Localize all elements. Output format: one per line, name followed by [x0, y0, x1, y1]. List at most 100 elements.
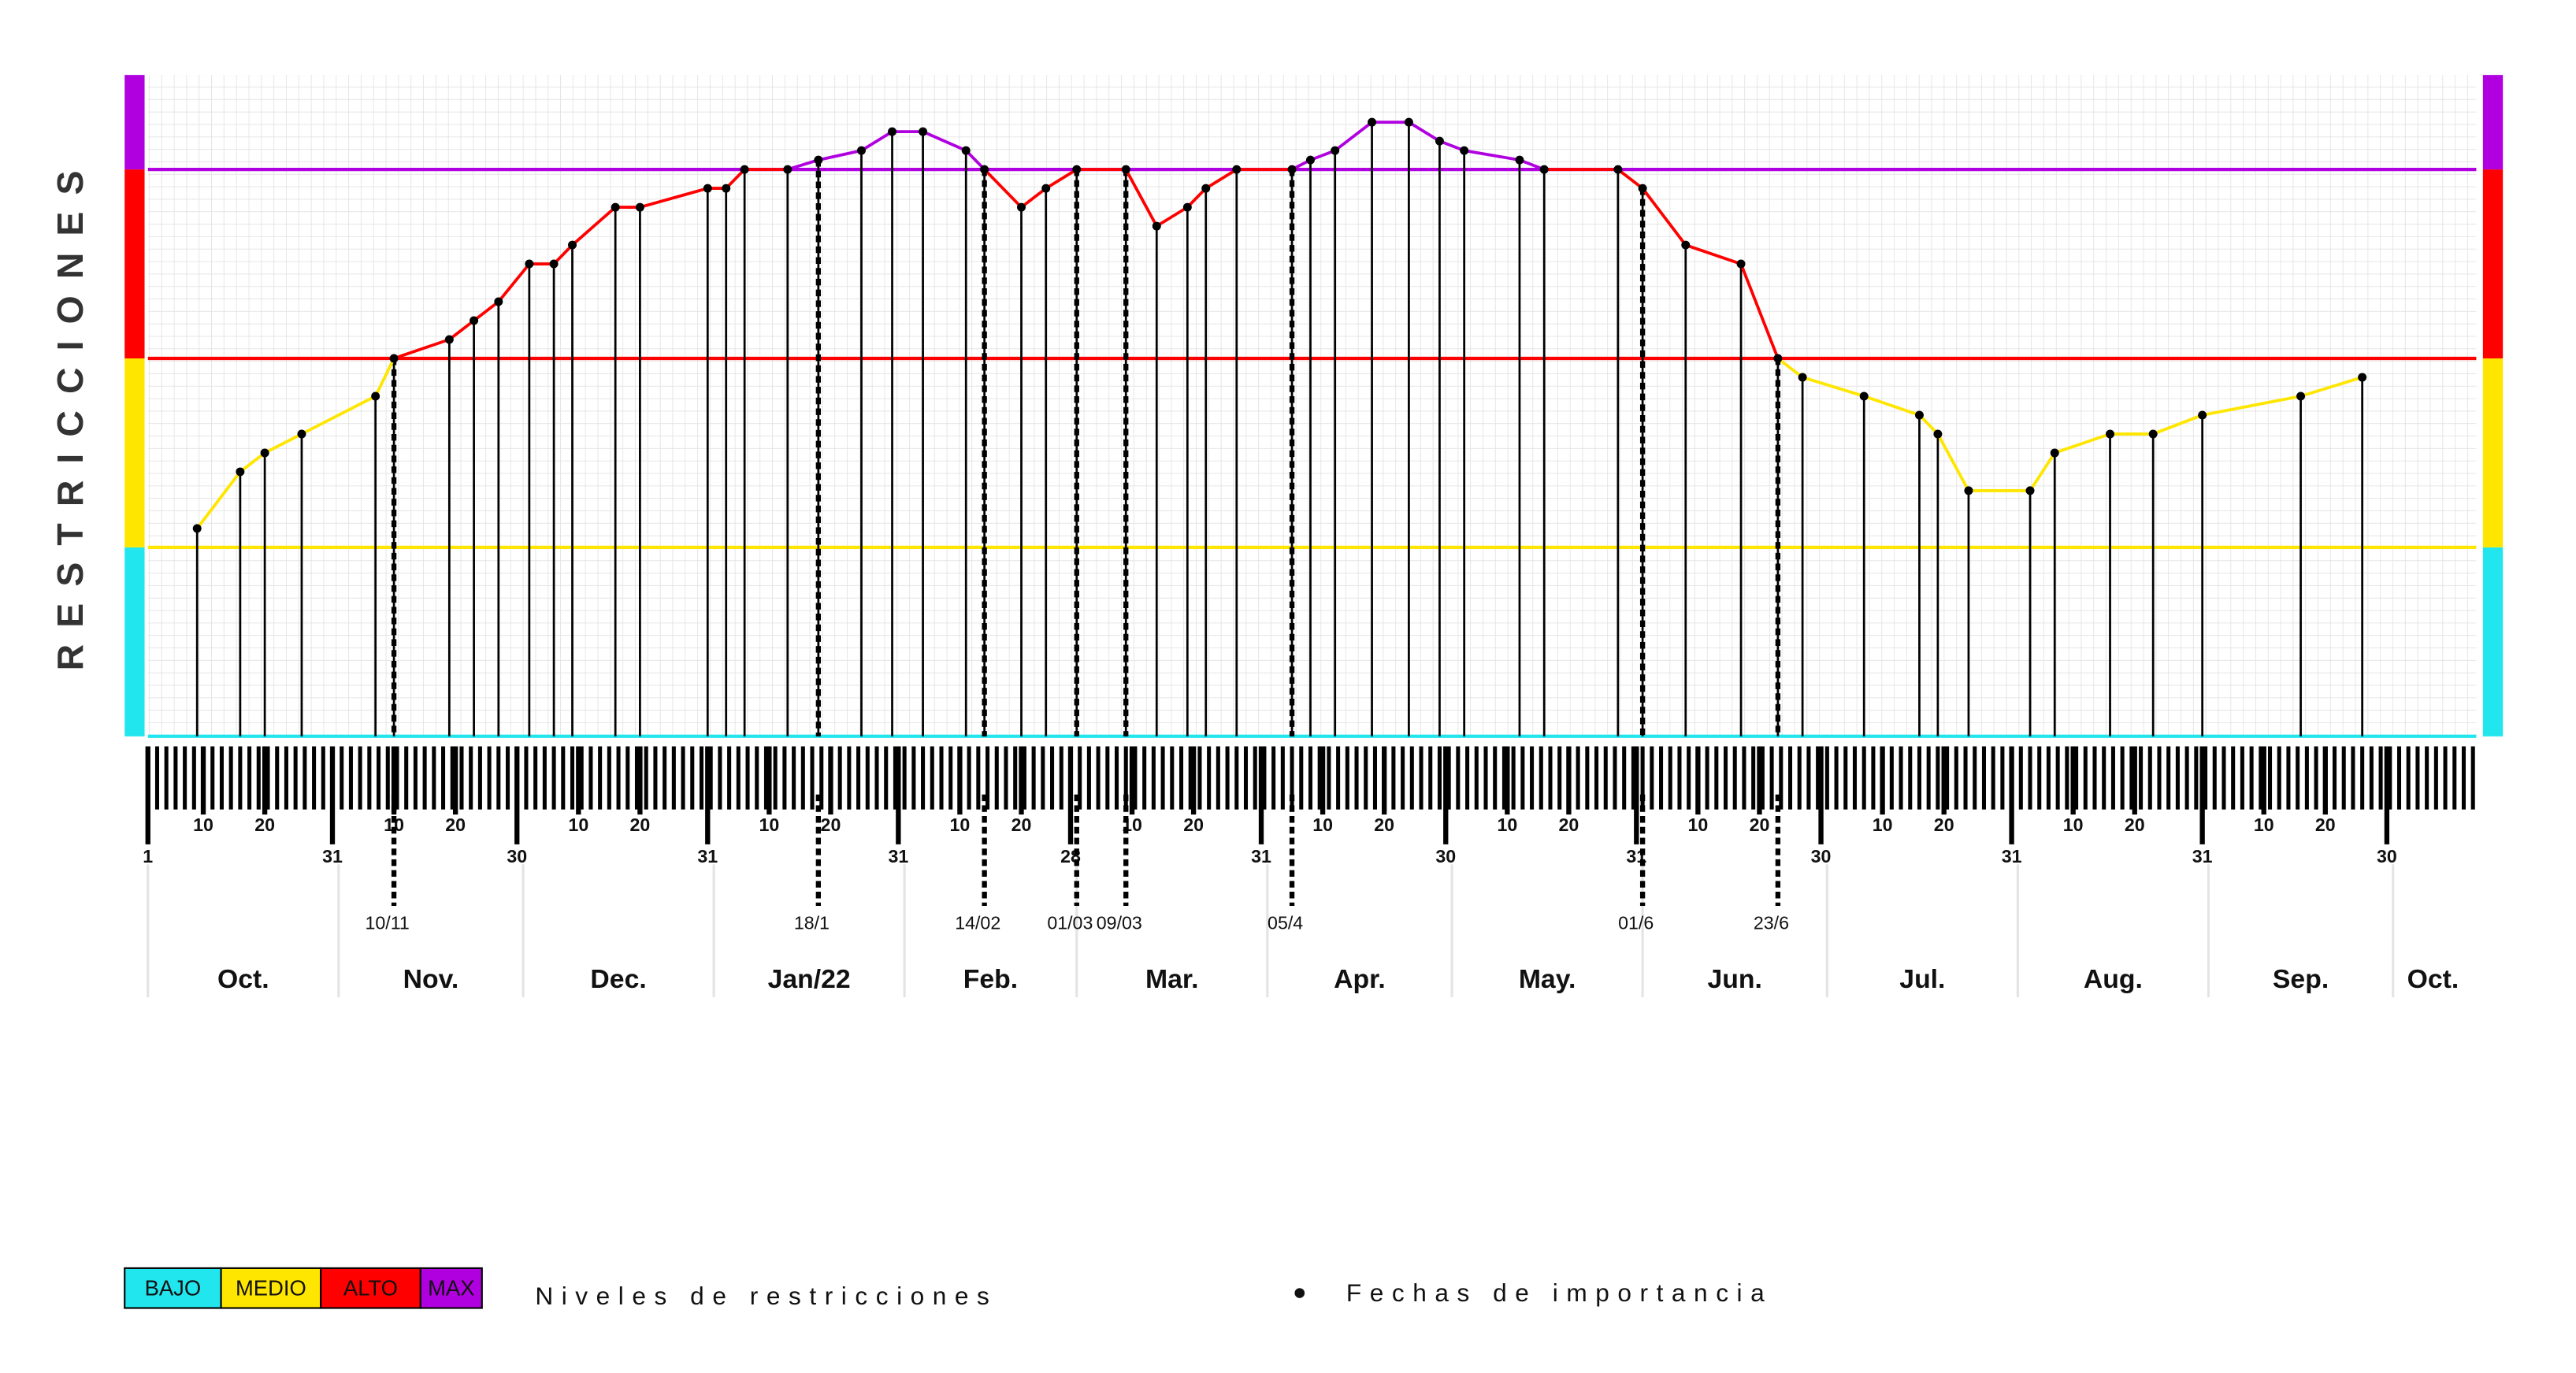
point [192, 524, 202, 533]
point [1232, 165, 1242, 174]
line-segment [552, 243, 573, 265]
x-tick-label: 20 [2315, 815, 2336, 835]
x-tick-label: 10 [2063, 815, 2084, 835]
point [1539, 165, 1549, 174]
x-tick-label: 10 [2254, 815, 2274, 835]
band-bar [124, 547, 145, 737]
month-label: Jun. [1708, 964, 1762, 994]
point [1515, 155, 1524, 165]
line-segment [860, 130, 893, 152]
line-segment [1616, 168, 1644, 190]
point [1287, 165, 1297, 174]
key-date-label: 23/6 [1754, 912, 1789, 933]
point [1435, 136, 1444, 146]
point [1798, 373, 1807, 382]
x-tick-label: 10 [193, 815, 213, 835]
line-segment [2054, 432, 2111, 455]
month-label: Mar. [1145, 964, 1199, 994]
line-segment [571, 206, 617, 247]
line-segment [1334, 121, 1373, 152]
x-tick-label: 20 [1559, 815, 1579, 835]
point [371, 391, 380, 401]
legend-swatch [320, 1267, 421, 1309]
month-label: Dec. [590, 964, 646, 994]
line-segment [1464, 149, 1520, 161]
point [1305, 155, 1315, 165]
line-segment [1309, 149, 1336, 161]
month-label: Jan/22 [768, 964, 851, 994]
point [236, 467, 245, 477]
legend-label: ALTO [343, 1276, 398, 1301]
x-tick-label: 10 [1312, 815, 1333, 835]
point [568, 240, 577, 250]
band-bar [124, 358, 145, 547]
month-label: Jul. [1899, 964, 1945, 994]
line-segment [1156, 206, 1189, 228]
x-tick-label: 20 [1011, 815, 1032, 835]
line-segment [373, 358, 395, 397]
line-segment [787, 158, 819, 171]
point [1736, 259, 1746, 269]
legend-label: MAX [428, 1276, 474, 1301]
month-label: Feb. [963, 964, 1018, 994]
line-segment [1776, 357, 1804, 379]
line-segment [448, 319, 475, 341]
x-tick-label: 20 [1934, 815, 1954, 835]
line-segment [818, 149, 862, 161]
x-tick-label: 31 [2002, 846, 2022, 866]
x-tick-label: 30 [1435, 846, 1456, 866]
line-segment [393, 338, 450, 360]
x-tick-label: 20 [1750, 815, 1770, 835]
line-segment [1519, 158, 1545, 171]
x-tick-label: 10 [568, 815, 588, 835]
point [470, 316, 479, 325]
x-tick-label: 1 [143, 846, 153, 866]
x-tick-label: 31 [888, 846, 908, 866]
point [2198, 410, 2207, 420]
point [2358, 373, 2367, 382]
band-bar [124, 75, 145, 170]
point [783, 165, 792, 174]
x-tick-label: 20 [821, 815, 841, 835]
point [1681, 240, 1691, 250]
point [2025, 486, 2035, 495]
point [260, 448, 269, 458]
point [1041, 184, 1051, 193]
point [444, 335, 454, 344]
month-label: Oct. [2407, 964, 2459, 994]
line-segment [1124, 169, 1158, 227]
point [297, 429, 306, 439]
line-segment [725, 168, 746, 190]
point [740, 165, 749, 174]
line-segment [922, 130, 967, 152]
line-segment [2152, 414, 2203, 436]
x-tick-label: 31 [322, 846, 343, 866]
point [1638, 184, 1647, 193]
point [1914, 410, 1924, 420]
x-tick-label: 10 [1873, 815, 1893, 835]
legend-swatch [419, 1267, 483, 1309]
line-segment [195, 470, 242, 530]
x-tick-label: 20 [1183, 815, 1204, 835]
point [1368, 117, 1377, 127]
point [1773, 354, 1783, 363]
line-segment [1685, 243, 1742, 265]
legend-swatch [124, 1267, 222, 1309]
line-segment [264, 432, 303, 455]
month-label: Nov. [403, 964, 459, 994]
x-tick-label: 10 [950, 815, 971, 835]
line-segment [2029, 451, 2056, 492]
x-tick-label: 31 [1251, 846, 1271, 866]
x-tick-label: 30 [2377, 846, 2397, 866]
point [525, 259, 534, 269]
line-segment [1641, 187, 1687, 247]
month-label: May. [1519, 964, 1576, 994]
x-tick-label: 10 [759, 815, 779, 835]
x-tick-label: 20 [630, 815, 651, 835]
line-segment [301, 395, 377, 436]
line-segment [1408, 121, 1441, 143]
line-segment [1438, 139, 1465, 152]
point [1182, 202, 1192, 212]
point [549, 259, 559, 269]
